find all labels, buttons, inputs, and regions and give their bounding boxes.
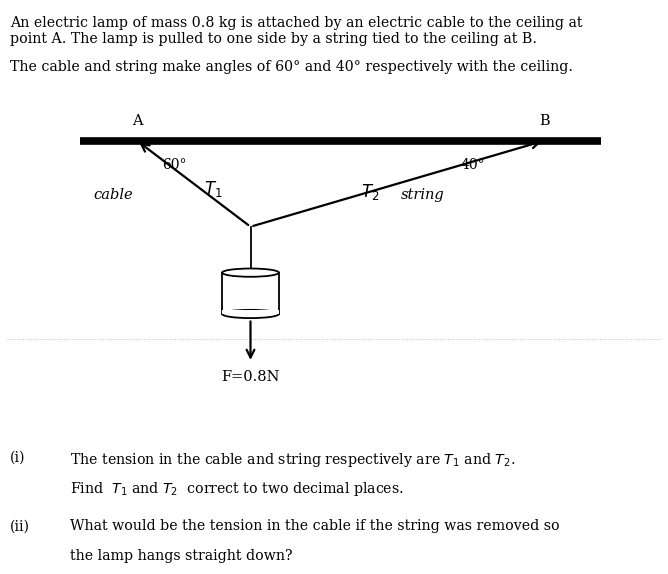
Ellipse shape xyxy=(222,269,279,277)
Text: F=0.8N: F=0.8N xyxy=(221,370,280,383)
Text: The cable and string make angles of 60° and 40° respectively with the ceiling.: The cable and string make angles of 60° … xyxy=(10,60,573,74)
Ellipse shape xyxy=(222,310,279,318)
Text: (ii): (ii) xyxy=(10,519,30,533)
Text: $T_1$: $T_1$ xyxy=(204,180,222,199)
Text: What would be the tension in the cable if the string was removed so: What would be the tension in the cable i… xyxy=(70,519,560,533)
Text: The tension in the cable and string respectively are $T_1$ and $T_2$.: The tension in the cable and string resp… xyxy=(70,451,516,468)
FancyBboxPatch shape xyxy=(222,310,279,314)
Text: B: B xyxy=(539,114,550,128)
Text: point A. The lamp is pulled to one side by a string tied to the ceiling at B.: point A. The lamp is pulled to one side … xyxy=(10,32,537,46)
Text: string: string xyxy=(401,188,444,202)
Text: A: A xyxy=(132,114,142,128)
Text: 60°: 60° xyxy=(162,158,187,172)
Text: the lamp hangs straight down?: the lamp hangs straight down? xyxy=(70,549,293,563)
Text: Find  $T_1$ and $T_2$  correct to two decimal places.: Find $T_1$ and $T_2$ correct to two deci… xyxy=(70,480,404,498)
FancyBboxPatch shape xyxy=(222,273,279,314)
Text: cable: cable xyxy=(94,188,133,202)
Text: An electric lamp of mass 0.8 kg is attached by an electric cable to the ceiling : An electric lamp of mass 0.8 kg is attac… xyxy=(10,16,582,30)
Text: 40°: 40° xyxy=(461,158,486,172)
Text: $T_2$: $T_2$ xyxy=(361,183,379,202)
Text: (i): (i) xyxy=(10,451,25,464)
